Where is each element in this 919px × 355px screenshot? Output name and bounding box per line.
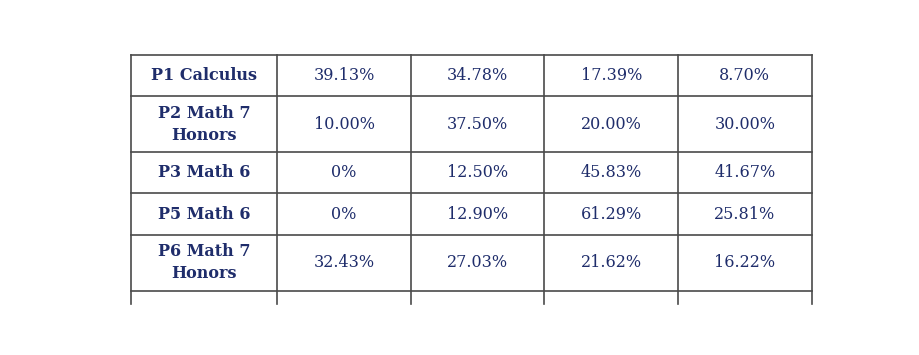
Text: 34.78%: 34.78% (447, 67, 507, 84)
Text: 0%: 0% (331, 164, 357, 181)
Text: 39.13%: 39.13% (313, 67, 374, 84)
Text: P2 Math 7
Honors: P2 Math 7 Honors (157, 105, 250, 144)
Text: 21.62%: 21.62% (580, 254, 641, 271)
Text: 20.00%: 20.00% (580, 116, 641, 133)
Text: 30.00%: 30.00% (713, 116, 775, 133)
Text: 32.43%: 32.43% (313, 254, 374, 271)
Text: P5 Math 6: P5 Math 6 (157, 206, 250, 223)
Text: 27.03%: 27.03% (447, 254, 507, 271)
Text: P6 Math 7
Honors: P6 Math 7 Honors (157, 243, 250, 282)
Text: 16.22%: 16.22% (713, 254, 775, 271)
Text: 10.00%: 10.00% (313, 116, 374, 133)
Text: 8.70%: 8.70% (719, 67, 769, 84)
Text: 45.83%: 45.83% (580, 164, 641, 181)
Text: 37.50%: 37.50% (447, 116, 507, 133)
Text: P1 Calculus: P1 Calculus (151, 67, 256, 84)
Text: 17.39%: 17.39% (580, 67, 641, 84)
Text: 12.90%: 12.90% (447, 206, 507, 223)
Text: P3 Math 6: P3 Math 6 (157, 164, 250, 181)
Text: 61.29%: 61.29% (580, 206, 641, 223)
Text: 12.50%: 12.50% (447, 164, 507, 181)
Text: 25.81%: 25.81% (713, 206, 775, 223)
Text: 41.67%: 41.67% (713, 164, 775, 181)
Text: 0%: 0% (331, 206, 357, 223)
